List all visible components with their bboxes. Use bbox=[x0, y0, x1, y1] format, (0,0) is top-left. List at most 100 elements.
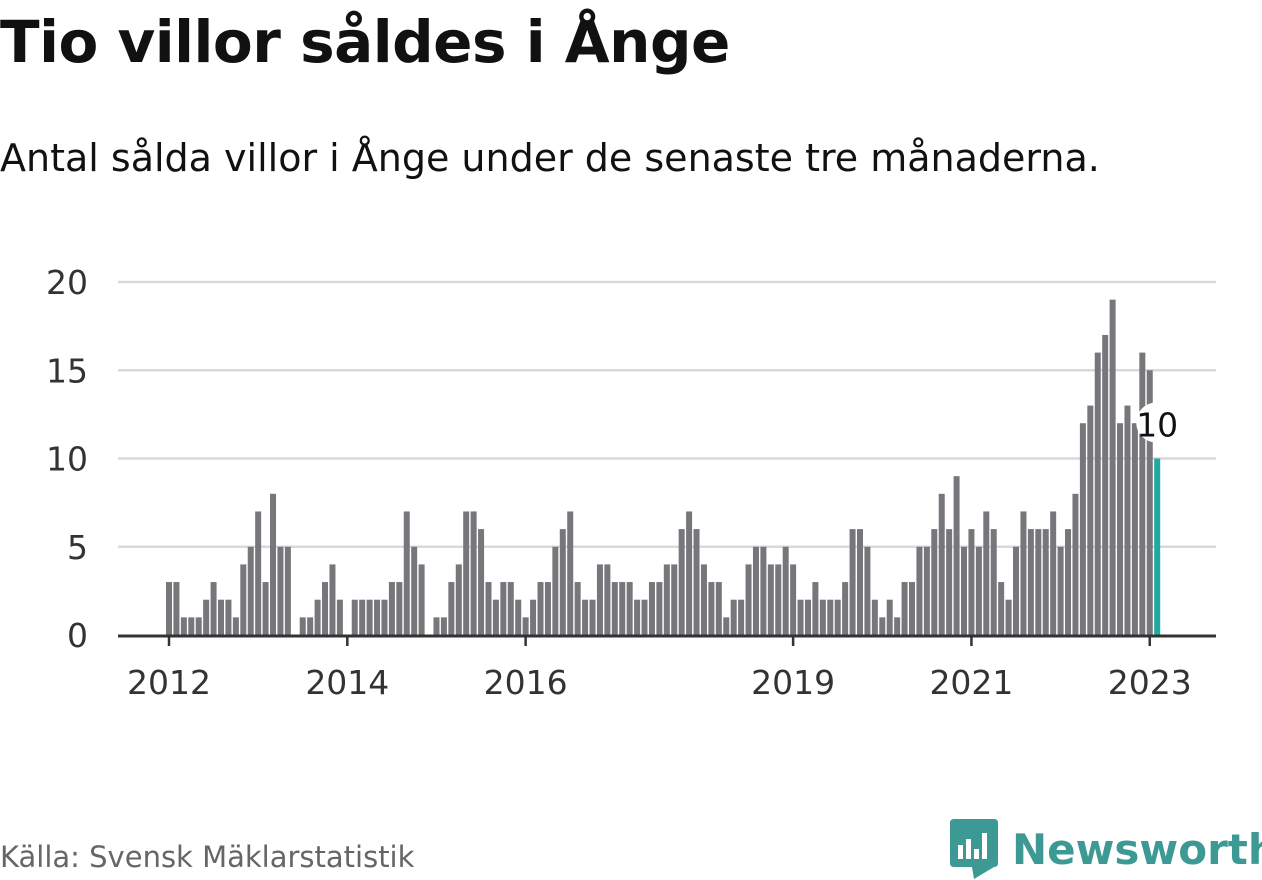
bar bbox=[500, 582, 507, 635]
bar bbox=[418, 564, 425, 635]
bar bbox=[842, 582, 849, 635]
bar bbox=[1065, 529, 1072, 635]
bar bbox=[738, 599, 745, 635]
bar bbox=[270, 493, 277, 635]
bar bbox=[1050, 511, 1057, 635]
bar bbox=[299, 617, 306, 635]
bar bbox=[1131, 423, 1138, 635]
bar bbox=[923, 546, 930, 635]
bar bbox=[849, 529, 856, 635]
bar bbox=[567, 511, 574, 635]
bar bbox=[871, 599, 878, 635]
x-tick-label: 2021 bbox=[929, 663, 1013, 702]
bar bbox=[1042, 529, 1049, 635]
bar bbox=[671, 564, 678, 635]
bar bbox=[195, 617, 202, 635]
bar bbox=[463, 511, 470, 635]
y-tick-label: 20 bbox=[46, 263, 88, 302]
bar bbox=[277, 546, 284, 635]
bar bbox=[886, 599, 893, 635]
bar bbox=[656, 582, 663, 635]
bar bbox=[953, 476, 960, 635]
bar bbox=[760, 546, 767, 635]
bar bbox=[559, 529, 566, 635]
bar bbox=[351, 599, 358, 635]
bar bbox=[478, 529, 485, 635]
bar bbox=[522, 617, 529, 635]
bar bbox=[827, 599, 834, 635]
x-tick-label: 2014 bbox=[305, 663, 389, 702]
bar bbox=[1079, 423, 1086, 635]
bar bbox=[530, 599, 537, 635]
bar bbox=[366, 599, 373, 635]
bar bbox=[203, 599, 210, 635]
bar bbox=[723, 617, 730, 635]
bar bbox=[812, 582, 819, 635]
bar bbox=[240, 564, 247, 635]
bar bbox=[403, 511, 410, 635]
bar bbox=[752, 546, 759, 635]
bar bbox=[232, 617, 239, 635]
bar bbox=[336, 599, 343, 635]
bar bbox=[307, 617, 314, 635]
y-tick-label: 10 bbox=[46, 440, 88, 479]
bar bbox=[834, 599, 841, 635]
bar bbox=[359, 599, 366, 635]
bar bbox=[775, 564, 782, 635]
bar bbox=[374, 599, 381, 635]
bar bbox=[856, 529, 863, 635]
bar bbox=[894, 617, 901, 635]
y-tick-label: 5 bbox=[67, 528, 88, 567]
x-tick-label: 2012 bbox=[127, 663, 211, 702]
bar bbox=[247, 546, 254, 635]
bar bbox=[998, 582, 1005, 635]
bar bbox=[218, 599, 225, 635]
bar bbox=[1005, 599, 1012, 635]
bar bbox=[864, 546, 871, 635]
bar bbox=[322, 582, 329, 635]
bar bbox=[188, 617, 195, 635]
bar bbox=[1154, 458, 1161, 635]
bar bbox=[700, 564, 707, 635]
chart-title: Tio villor såldes i Ånge bbox=[0, 8, 730, 76]
y-axis-ticks: 0 5 10 15 20 bbox=[46, 263, 88, 655]
bar bbox=[745, 564, 752, 635]
bar bbox=[819, 599, 826, 635]
bar bbox=[1027, 529, 1034, 635]
chart-subtitle: Antal sålda villor i Ånge under de senas… bbox=[0, 136, 1100, 180]
bar bbox=[515, 599, 522, 635]
y-tick-label: 15 bbox=[46, 351, 88, 390]
bar bbox=[641, 599, 648, 635]
bar bbox=[648, 582, 655, 635]
bar bbox=[626, 582, 633, 635]
x-tick-label: 2023 bbox=[1108, 663, 1192, 702]
bar bbox=[1117, 423, 1124, 635]
bar bbox=[1146, 370, 1153, 635]
bar-chart: 0 5 10 15 20 2012 2014 2016 2019 2021 2023 10 bbox=[46, 263, 1216, 702]
bar bbox=[440, 617, 447, 635]
bar bbox=[1072, 493, 1079, 635]
bar bbox=[329, 564, 336, 635]
bar bbox=[596, 564, 603, 635]
bar bbox=[990, 529, 997, 635]
data-label: 10 bbox=[1136, 406, 1178, 445]
bar bbox=[544, 582, 551, 635]
bar bbox=[255, 511, 262, 635]
x-axis-ticks: 2012 2014 2016 2019 2021 2023 bbox=[127, 635, 1192, 702]
bar bbox=[782, 546, 789, 635]
bar bbox=[946, 529, 953, 635]
bar bbox=[619, 582, 626, 635]
bar bbox=[485, 582, 492, 635]
bar bbox=[1109, 299, 1116, 635]
bar bbox=[790, 564, 797, 635]
bar bbox=[938, 493, 945, 635]
bar bbox=[767, 564, 774, 635]
bar bbox=[589, 599, 596, 635]
bar bbox=[686, 511, 693, 635]
bar bbox=[210, 582, 217, 635]
bar bbox=[730, 599, 737, 635]
bar bbox=[968, 529, 975, 635]
bar bbox=[797, 599, 804, 635]
bar bbox=[1057, 546, 1064, 635]
bar bbox=[901, 582, 908, 635]
